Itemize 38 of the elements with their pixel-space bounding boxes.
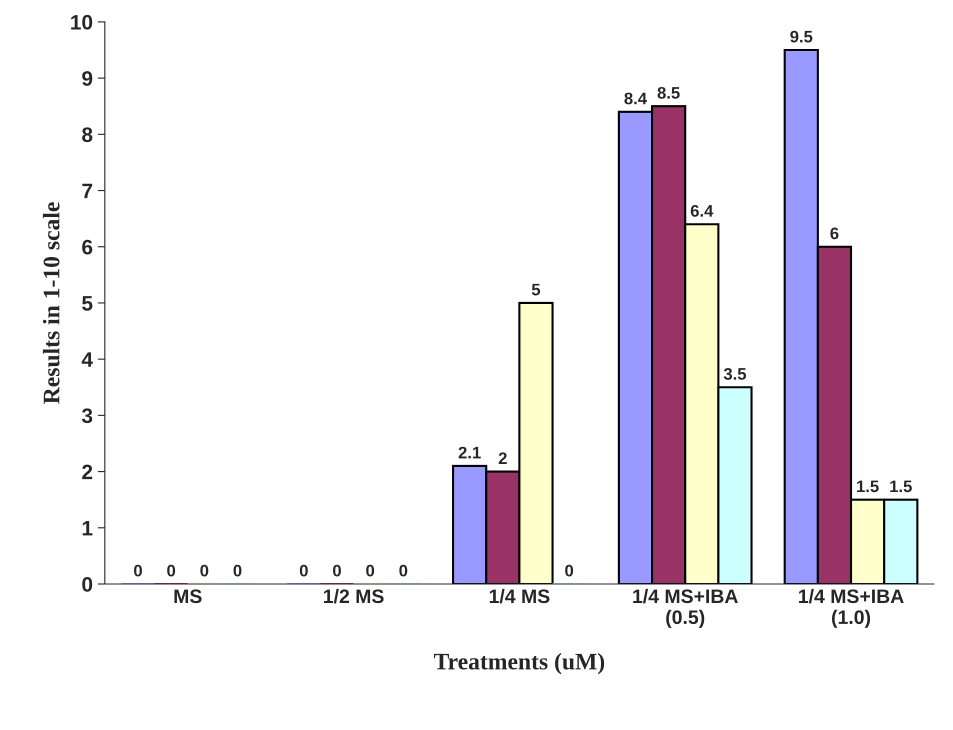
x-axis-title: Treatments (uM) bbox=[434, 652, 604, 674]
x-tick-label: 1/2 MS bbox=[324, 588, 384, 604]
y-tick-label: 8 bbox=[82, 127, 92, 142]
data-label: 0 bbox=[366, 564, 374, 577]
data-label: 1.5 bbox=[857, 480, 879, 492]
data-label: 0 bbox=[399, 564, 408, 577]
data-label: 0 bbox=[134, 564, 142, 577]
data-label: 2.1 bbox=[458, 446, 481, 458]
data-label: 0 bbox=[300, 564, 308, 577]
y-tick-label: 3 bbox=[82, 408, 92, 424]
data-label: 1.5 bbox=[890, 480, 912, 492]
x-tick-label: 1/4 MS+IBA (0.5) bbox=[633, 588, 738, 628]
data-label: 5 bbox=[532, 284, 540, 296]
data-label: 3.5 bbox=[724, 368, 746, 380]
y-tick-label: 10 bbox=[71, 14, 92, 30]
y-tick-label: 1 bbox=[82, 521, 92, 536]
y-tick-label: 0 bbox=[82, 577, 92, 592]
x-tick-label: 1/4 MS+IBA (1.0) bbox=[799, 588, 904, 628]
data-label: 0 bbox=[234, 564, 242, 577]
data-label: 0 bbox=[565, 564, 574, 577]
y-tick-label: 9 bbox=[82, 71, 92, 86]
x-tick-label: 1/4 MS bbox=[490, 588, 550, 604]
x-tick-label: MS bbox=[174, 589, 202, 604]
y-tick-label: 6 bbox=[82, 240, 92, 254]
y-axis-title: Results in 1-10 scale bbox=[42, 202, 60, 404]
data-label: 8.5 bbox=[658, 86, 680, 99]
data-label: 0 bbox=[167, 564, 176, 577]
data-label: 2 bbox=[498, 452, 507, 464]
y-tick-label: 2 bbox=[82, 464, 92, 480]
y-tick-label: 7 bbox=[82, 184, 92, 198]
y-tick-label: 4 bbox=[82, 352, 93, 367]
data-label: 8.4 bbox=[624, 92, 647, 104]
data-label: 0 bbox=[200, 564, 208, 577]
data-label: 9.5 bbox=[790, 30, 812, 43]
data-label: 6.4 bbox=[690, 204, 714, 217]
data-label: 0 bbox=[333, 564, 341, 577]
data-label: 6 bbox=[830, 227, 838, 240]
y-tick-label: 5 bbox=[82, 296, 92, 311]
